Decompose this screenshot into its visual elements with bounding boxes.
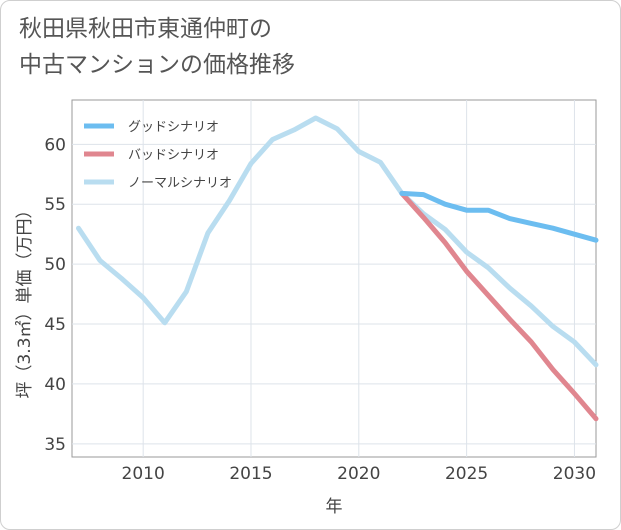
plot-area xyxy=(71,99,597,458)
y-tick-label-50: 50 xyxy=(44,255,66,275)
chart-title-line-1: 秋田県秋田市東通仲町の xyxy=(19,16,272,42)
chart-title: 秋田県秋田市東通仲町の 中古マンションの価格推移 xyxy=(19,11,295,83)
ticks: 2010 2015 2020 2025 2030 35 40 45 50 55 60 xyxy=(44,135,596,484)
y-tick-label-45: 45 xyxy=(44,315,66,335)
y-tick-label-60: 60 xyxy=(44,135,66,155)
grid xyxy=(72,100,596,457)
x-tick-label-2030: 2030 xyxy=(553,464,596,484)
x-axis-title: 年 xyxy=(326,497,343,517)
legend-label-3: ノーマルシナリオ xyxy=(128,176,232,191)
y-tick-label-40: 40 xyxy=(44,375,66,395)
series-line-1 xyxy=(399,190,599,243)
x-tick-label-2015: 2015 xyxy=(229,464,272,484)
y-axis-title: 坪（3.3㎡）単価（万円） xyxy=(15,201,35,398)
series-line-2 xyxy=(399,190,599,422)
legend-label-2: バッドシナリオ xyxy=(128,148,219,163)
series-line-3 xyxy=(76,115,599,368)
y-tick-label-35: 35 xyxy=(44,435,66,455)
legend-label-1: グッドシナリオ xyxy=(128,120,219,135)
y-tick-label-55: 55 xyxy=(44,195,66,215)
x-tick-label-2010: 2010 xyxy=(122,464,165,484)
x-tick-label-2025: 2025 xyxy=(445,464,488,484)
x-tick-label-2020: 2020 xyxy=(337,464,380,484)
chart-title-line-2: 中古マンションの価格推移 xyxy=(19,52,295,78)
series-group xyxy=(76,115,599,422)
